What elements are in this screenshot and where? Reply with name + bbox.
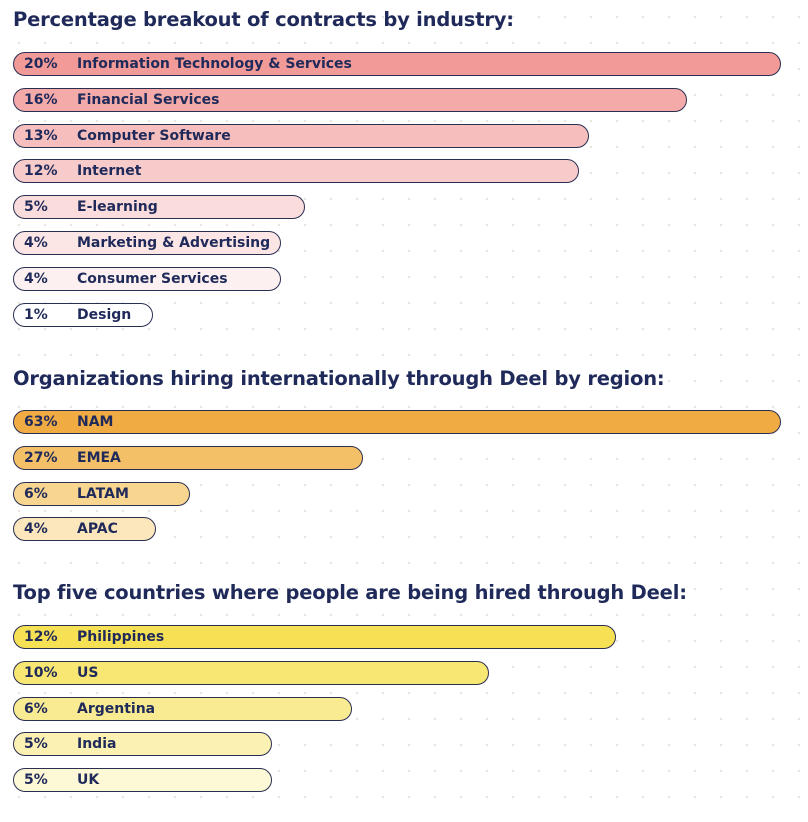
bar-percentage: 5%: [24, 199, 48, 216]
bar-label: Computer Software: [77, 127, 231, 144]
region-bar: 4% APAC: [13, 517, 156, 542]
industry-bar: 4% Consumer Services: [13, 266, 281, 291]
bar-label: US: [77, 664, 99, 681]
region-bar: 6% LATAM: [13, 481, 190, 506]
bar-label: UK: [77, 772, 100, 789]
bar-percentage: 27%: [24, 449, 58, 466]
bar-percentage: 4%: [24, 270, 48, 287]
industry-bar: 1% Design: [13, 302, 153, 327]
bar-percentage: 10%: [24, 664, 58, 681]
region-bar: 27% EMEA: [13, 445, 363, 470]
country-bar: 6% Argentina: [13, 696, 352, 721]
bar-label: Consumer Services: [77, 270, 228, 287]
bar-percentage: 12%: [24, 163, 58, 180]
bar-percentage: 5%: [24, 772, 48, 789]
bar-label: Financial Services: [77, 91, 220, 108]
industry-bar: 4% Marketing & Advertising: [13, 231, 281, 255]
bar-label: NAM: [77, 414, 114, 430]
region-bar: 63% NAM: [13, 410, 781, 434]
bar-label: EMEA: [77, 449, 121, 466]
bar-label: Marketing & Advertising: [77, 235, 271, 251]
bar-percentage: 1%: [24, 306, 48, 323]
bar-percentage: 20%: [24, 56, 58, 72]
industry-bar: 13% Computer Software: [13, 123, 589, 148]
bar-percentage: 63%: [24, 414, 58, 430]
bar-percentage: 6%: [24, 485, 48, 502]
industry-bar: 12% Internet: [13, 159, 579, 184]
industry-bar: 16% Financial Services: [13, 87, 687, 112]
country-bar: 12% Philippines: [13, 625, 616, 649]
bar-label: E-learning: [77, 199, 158, 216]
bar-percentage: 13%: [24, 127, 58, 144]
bar-percentage: 16%: [24, 91, 58, 108]
bar-label: Internet: [77, 163, 142, 180]
industry-section-title: Percentage breakout of contracts by indu…: [13, 8, 514, 31]
bar-percentage: 4%: [24, 235, 48, 251]
country-section-title: Top five countries where people are bein…: [13, 581, 687, 604]
industry-bar: 5% E-learning: [13, 195, 305, 220]
bar-label: India: [77, 736, 117, 753]
bar-label: Information Technology & Services: [77, 56, 352, 72]
bar-label: Design: [77, 306, 132, 323]
country-bar: 10% US: [13, 660, 489, 685]
industry-bar: 20% Information Technology & Services: [13, 52, 781, 76]
country-bar: 5% UK: [13, 768, 272, 793]
region-section-title: Organizations hiring internationally thr…: [13, 367, 665, 390]
country-bar: 5% India: [13, 732, 272, 757]
bar-label: APAC: [77, 521, 118, 538]
bar-percentage: 5%: [24, 736, 48, 753]
bar-percentage: 4%: [24, 521, 48, 538]
bar-label: Argentina: [77, 700, 156, 717]
bar-label: LATAM: [77, 485, 129, 502]
bar-percentage: 6%: [24, 700, 48, 717]
bar-percentage: 12%: [24, 629, 58, 645]
bar-label: Philippines: [77, 629, 165, 645]
